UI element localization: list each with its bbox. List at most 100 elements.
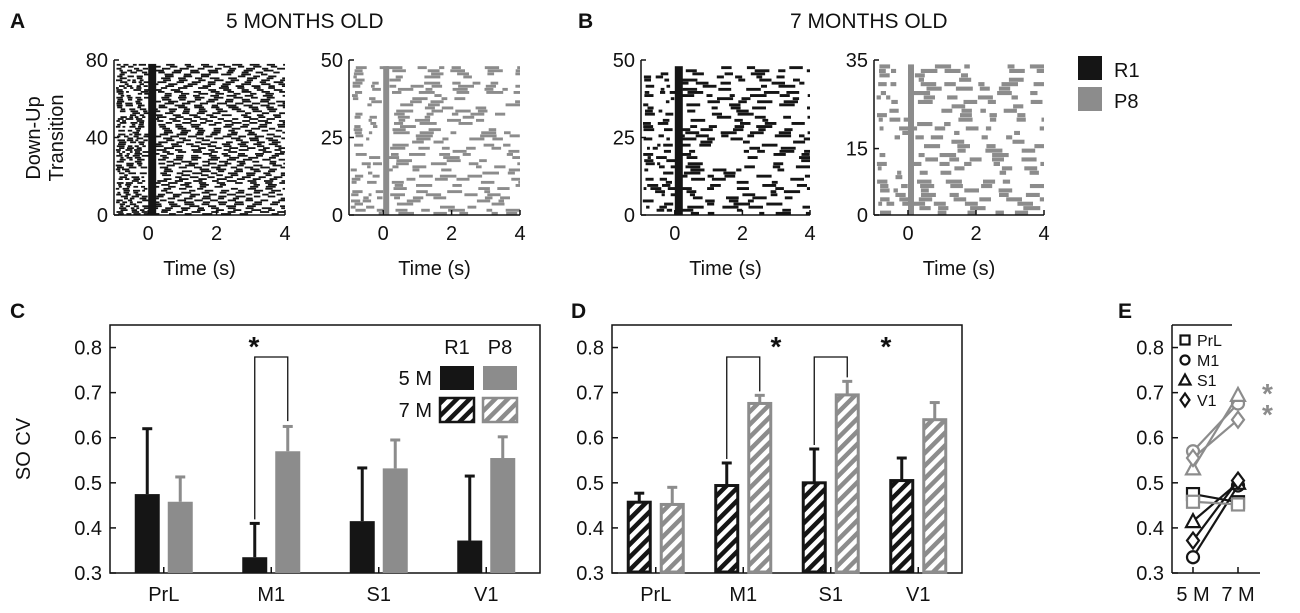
- raster-event: [494, 165, 506, 169]
- raster-event: [771, 81, 785, 85]
- raster-event: [734, 125, 745, 128]
- raster-event: [191, 125, 200, 128]
- raster-event: [779, 103, 795, 107]
- raster-event: [178, 87, 188, 89]
- raster-event: [243, 69, 253, 72]
- raster-event: [116, 160, 124, 163]
- raster-event: [137, 182, 143, 184]
- y-tick-label: 0.8: [74, 338, 102, 360]
- raster-event: [424, 106, 435, 110]
- raster-event: [741, 97, 751, 101]
- raster-event: [658, 134, 664, 138]
- raster-event: [258, 116, 266, 118]
- raster-event: [367, 165, 371, 169]
- raster-event: [645, 109, 653, 113]
- raster-event: [196, 131, 204, 134]
- raster-event: [891, 68, 897, 73]
- raster-event: [262, 67, 269, 70]
- raster-event: [264, 122, 272, 124]
- raster-event: [953, 197, 967, 202]
- raster-event: [221, 213, 232, 215]
- raster-event: [878, 117, 883, 122]
- raster-event: [369, 115, 377, 119]
- raster-event: [515, 100, 520, 104]
- raster-event: [1014, 210, 1029, 215]
- raster-event: [283, 63, 285, 66]
- raster-event: [735, 75, 743, 79]
- raster-event: [208, 123, 217, 126]
- raster-event: [115, 164, 122, 167]
- raster-event: [210, 141, 218, 144]
- raster-event: [178, 96, 187, 99]
- raster-event: [235, 85, 245, 87]
- raster-event: [724, 174, 736, 178]
- raster-event: [134, 160, 142, 163]
- raster-event: [918, 153, 925, 158]
- raster-event: [805, 211, 810, 215]
- raster-event: [643, 103, 649, 107]
- raster-event: [123, 189, 130, 192]
- raster-event: [692, 196, 703, 200]
- raster-event: [117, 75, 123, 78]
- raster-event: [736, 168, 742, 172]
- raster-event: [241, 71, 249, 74]
- raster-event: [235, 195, 246, 198]
- raster-event: [258, 125, 268, 128]
- raster-event: [249, 63, 260, 66]
- raster-event: [164, 92, 172, 95]
- raster-event: [190, 123, 201, 126]
- x-tick-label: 7 M: [1221, 584, 1254, 606]
- raster-event: [681, 81, 689, 85]
- raster-event: [663, 149, 671, 153]
- raster-event: [139, 197, 147, 200]
- raster-event: [116, 151, 121, 153]
- raster-x-tick-label: 2: [211, 223, 222, 245]
- raster-event: [879, 68, 886, 73]
- raster-event: [227, 133, 238, 136]
- raster-event: [743, 140, 750, 144]
- raster-event: [184, 201, 194, 204]
- bar-legend-header-p8: P8: [488, 337, 512, 359]
- bar-legend-row-5m: 5 M: [399, 368, 432, 390]
- raster-event: [163, 178, 172, 180]
- raster-event: [479, 159, 487, 163]
- raster-event: [690, 168, 705, 172]
- legend-swatch-r1: [1078, 56, 1102, 80]
- raster-event: [951, 139, 965, 144]
- raster-event: [139, 114, 145, 117]
- raster-event: [180, 184, 190, 186]
- raster-event: [700, 140, 713, 144]
- raster-event: [645, 84, 655, 88]
- line-R1-PrL: [1192, 493, 1239, 504]
- raster-event: [227, 211, 236, 213]
- raster-event: [129, 151, 133, 153]
- raster-event: [278, 199, 285, 202]
- raster-event: [395, 208, 408, 212]
- raster-event: [229, 147, 239, 149]
- raster-event: [351, 177, 361, 181]
- raster-event: [431, 109, 443, 113]
- raster-event: [129, 201, 133, 204]
- raster-event: [394, 112, 405, 116]
- raster-x-tick-label: 4: [279, 223, 290, 245]
- raster-event: [657, 122, 669, 125]
- raster-event: [182, 112, 190, 115]
- raster-event: [175, 123, 182, 126]
- raster-event: [269, 156, 276, 159]
- raster-y-tick-label: 0: [97, 205, 108, 227]
- raster-event: [164, 102, 175, 105]
- raster-event: [120, 108, 126, 111]
- raster-event: [170, 135, 179, 138]
- raster-event: [216, 102, 227, 105]
- raster-event: [491, 202, 505, 206]
- raster-event: [206, 114, 214, 117]
- raster-event: [136, 162, 143, 165]
- raster-event: [278, 120, 285, 122]
- raster-event: [722, 205, 739, 209]
- raster-event: [158, 123, 166, 126]
- raster-event: [1023, 206, 1041, 211]
- raster-event: [187, 100, 196, 103]
- raster-event: [228, 77, 237, 80]
- raster-event: [876, 161, 887, 166]
